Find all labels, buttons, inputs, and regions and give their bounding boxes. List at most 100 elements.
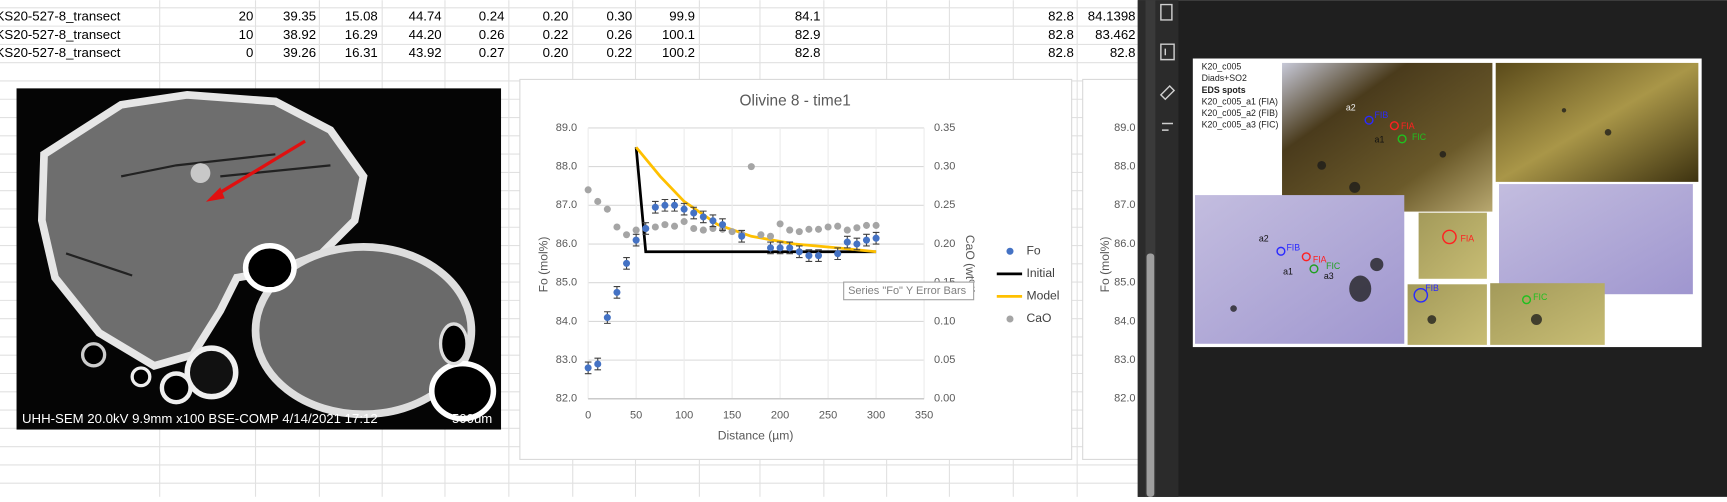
point [613,288,621,296]
point [853,224,861,232]
point [671,222,679,230]
y2-axis-title: CaO (wt%) [963,235,977,294]
point [594,360,602,368]
point [594,197,602,205]
y-tick-label: 84.0 [556,315,577,327]
cell: 39.35 [283,9,316,24]
y2-tick-label: 0.05 [934,354,955,366]
spot-label: FIB [1375,110,1389,120]
point [834,222,842,230]
cell: 38.92 [283,27,316,42]
x-tick-label: 200 [771,409,789,421]
cell: 44.74 [409,9,442,24]
cell: 100.2 [662,45,695,60]
y-tick-label: 85.0 [1114,277,1135,289]
spot-label: a2 [1259,233,1269,243]
y-tick-label: 82.0 [556,393,577,405]
point [738,232,746,240]
cell: 16.29 [345,27,378,42]
cell: 83.462 [1095,27,1135,42]
cell: 44.20 [409,27,442,42]
photo [1495,62,1699,182]
point [603,314,611,322]
chart-title: Olivine 8 - time1 [740,93,851,110]
point [603,205,611,213]
tooltip-box [843,281,975,301]
y-tick-label: 84.0 [1114,315,1135,327]
cell: 82.8 [1048,9,1074,24]
y2-tick-label: 0.10 [934,315,955,327]
spot-label: FIB [1425,283,1439,293]
sheet-cells: KS20-527-8_transect 20 39.35 15.08 44.74 0.24… [0,9,1136,61]
legend-label: CaO [1027,311,1052,325]
photo [1499,184,1693,295]
slide-note: K20_c005_a2 (FIB) [1202,108,1278,118]
cell: 0 [246,45,253,60]
point [699,213,707,221]
slide-note: K20_c005 [1202,62,1242,72]
x-axis-title: Distance (µm) [718,428,794,442]
cell: 82.8 [1110,45,1136,60]
cell: 82.8 [795,45,821,60]
cell: 0.27 [479,45,505,60]
point [872,234,880,242]
cell: 0.20 [543,9,569,24]
cell: 20 [239,9,254,24]
spot-label: a1 [1375,134,1385,144]
spot-marker [1413,287,1429,303]
point [805,252,813,260]
y-tick-label: 88.0 [556,161,577,173]
y-axis-title: Fo (mol%) [536,237,550,293]
point [613,223,621,231]
point [651,203,659,211]
cell: 16.31 [345,45,378,60]
chart2-plot: 82.0 83.0 84.0 85.0 86.0 87.0 88.0 89.0 [1114,122,1135,405]
cell: 0.26 [479,27,505,42]
cell: 99.9 [669,9,695,24]
cell: 100.1 [662,27,695,42]
slide-note: K20_c005_a3 (FIC) [1202,119,1279,129]
y-tick-label: 88.0 [1114,161,1135,173]
point [843,226,851,234]
point [728,228,736,236]
point [651,223,659,231]
cell: 82.9 [795,27,821,42]
legend-swatch [1006,247,1014,255]
point [623,231,631,239]
point [766,232,775,240]
y-tick-label: 86.0 [1114,238,1135,250]
sem-scale: 500um [452,411,492,426]
cell: 84.1398 [1088,9,1136,24]
chart-plot: 82.0 83.0 84.0 85.0 86.0 87.0 88.0 89.0 0 50 100 15… [556,122,1060,421]
point [776,244,784,252]
scrollbar-thumb[interactable] [1146,253,1155,497]
chart-frame [519,78,1073,460]
scrollbar-track[interactable] [1145,0,1156,497]
y2-tick-label: 0.20 [934,238,955,250]
sem-image: UHH-SEM 20.0kV 9.9mm x100 BSE-COMP 4/14/… [16,88,502,430]
x-tick-label: 250 [819,409,837,421]
legend-label: Initial [1027,266,1055,280]
point [584,186,592,194]
cell: 39.26 [283,45,316,60]
y-tick-label: 83.0 [556,354,577,366]
point [690,209,698,217]
point [776,220,784,228]
toolbar-icons[interactable] [1159,3,1176,131]
point [661,201,669,209]
spot-marker [1397,134,1407,144]
spot-label: a3 [1324,271,1334,281]
cell: 82.8 [1048,45,1074,60]
legend-label: Model [1027,289,1060,303]
point [862,221,871,229]
cell: 0.22 [607,45,633,60]
spot-label: FIC [1412,132,1427,142]
y2-tick-label: 0.00 [934,393,955,405]
y-tick-label: 82.0 [1114,393,1135,405]
point [623,259,631,267]
x-tick-label: 100 [675,409,693,421]
spot-label: FIA [1460,233,1474,243]
point [690,225,698,233]
point [834,250,842,258]
